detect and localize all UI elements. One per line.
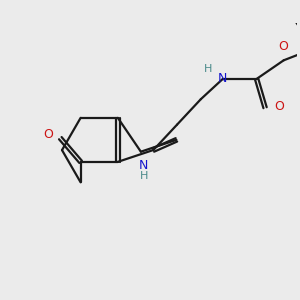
Text: H: H: [204, 64, 213, 74]
Text: H: H: [140, 171, 148, 181]
Text: O: O: [279, 40, 289, 53]
Text: N: N: [139, 159, 148, 172]
Text: O: O: [44, 128, 53, 141]
Text: N: N: [218, 72, 227, 86]
Text: O: O: [274, 100, 284, 112]
